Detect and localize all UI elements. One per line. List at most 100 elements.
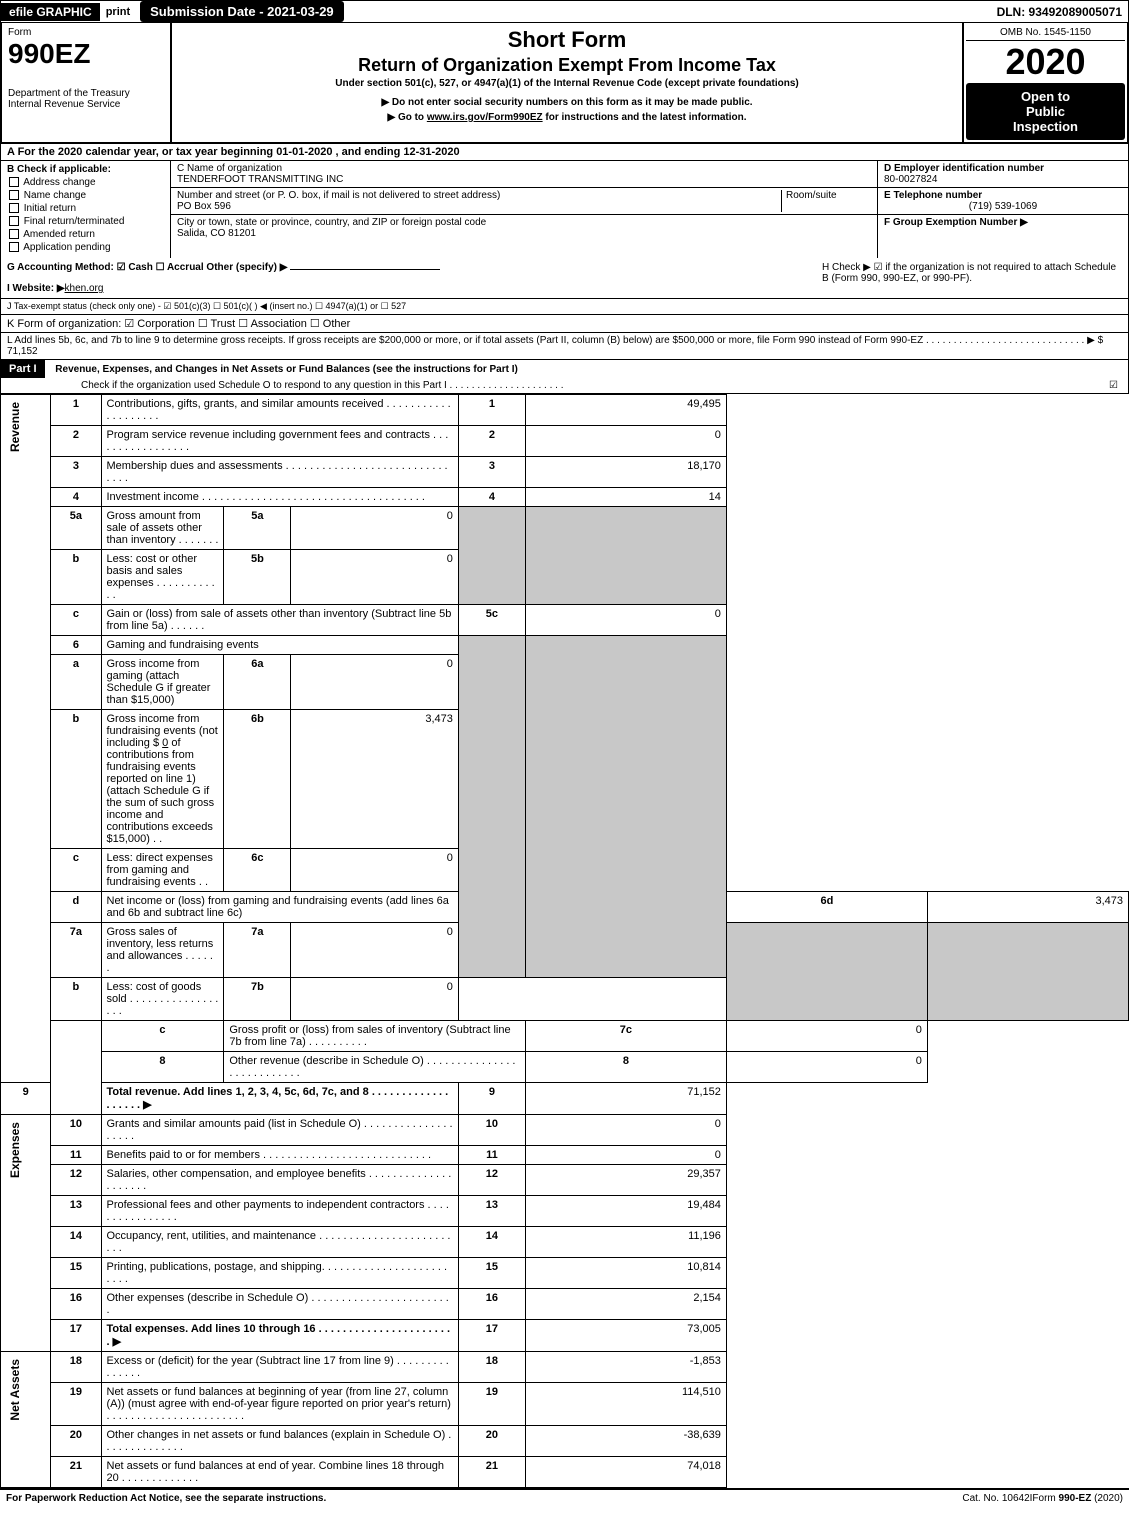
open3: Inspection (970, 119, 1121, 134)
org-name-block: C Name of organization TENDERFOOT TRANSM… (171, 161, 877, 188)
line-12: 12Salaries, other compensation, and empl… (1, 1165, 1129, 1196)
l-row: L Add lines 5b, 6c, and 7b to line 9 to … (0, 333, 1129, 360)
phone: (719) 539-1069 (884, 201, 1122, 212)
side-expenses: Expenses (1, 1115, 51, 1352)
line-13: 13Professional fees and other payments t… (1, 1196, 1129, 1227)
part1-checkmark: ☑ (1109, 380, 1118, 391)
line-4: 4Investment income . . . . . . . . . . .… (1, 488, 1129, 507)
e-block: E Telephone number (719) 539-1069 (878, 188, 1128, 215)
addr-block: Number and street (or P. O. box, if mail… (171, 188, 877, 215)
line-7c: cGross profit or (loss) from sales of in… (1, 1021, 1129, 1052)
d-block: D Employer identification number 80-0027… (878, 161, 1128, 188)
h-text: H Check ▶ ☑ if the organization is not r… (822, 262, 1122, 284)
part1-label: Part I (1, 360, 45, 378)
line-21: 21Net assets or fund balances at end of … (1, 1457, 1129, 1488)
addr-label: Number and street (or P. O. box, if mail… (177, 190, 781, 201)
b-heading: B Check if applicable: (7, 164, 164, 175)
line-1: Revenue 1Contributions, gifts, grants, a… (1, 395, 1129, 426)
col-de: D Employer identification number 80-0027… (878, 161, 1128, 258)
chk-address-change[interactable]: Address change (7, 177, 164, 188)
line-5c: cGain or (loss) from sale of assets othe… (1, 605, 1129, 636)
info-row: B Check if applicable: Address change Na… (0, 161, 1129, 258)
line-9: 9Total revenue. Add lines 1, 2, 3, 4, 5c… (1, 1083, 1129, 1115)
side-revenue: Revenue (1, 395, 51, 1083)
line-5a: 5aGross amount from sale of assets other… (1, 507, 1129, 550)
f-block: F Group Exemption Number ▶ (878, 215, 1128, 230)
efile-button[interactable]: efile GRAPHIC (1, 3, 100, 21)
form-header: Form 990EZ Department of the Treasury In… (0, 23, 1129, 144)
ein: 80-0027824 (884, 174, 1122, 185)
line-3: 3Membership dues and assessments . . . .… (1, 457, 1129, 488)
part1-check-row: Check if the organization used Schedule … (1, 378, 1128, 393)
open1: Open to (970, 89, 1121, 104)
footer-left: For Paperwork Reduction Act Notice, see … (6, 1493, 962, 1504)
city-block: City or town, state or province, country… (171, 215, 877, 241)
col-c: C Name of organization TENDERFOOT TRANSM… (171, 161, 878, 258)
footer: For Paperwork Reduction Act Notice, see … (0, 1488, 1129, 1507)
title-return: Return of Organization Exempt From Incom… (180, 55, 954, 76)
g-accounting: G Accounting Method: ☑ Cash ☐ Accrual Ot… (7, 262, 822, 273)
note-link-row: ▶ Go to www.irs.gov/Form990EZ for instru… (180, 112, 954, 123)
h-block: H Check ▶ ☑ if the organization is not r… (822, 262, 1122, 294)
e-label: E Telephone number (884, 190, 1122, 201)
footer-center: Cat. No. 10642I (962, 1493, 1032, 1504)
i-label: I Website: ▶ (7, 283, 65, 294)
side-netassets: Net Assets (1, 1352, 51, 1488)
line-19: 19Net assets or fund balances at beginni… (1, 1383, 1129, 1426)
j-row: J Tax-exempt status (check only one) - ☑… (0, 299, 1129, 315)
header-center: Short Form Return of Organization Exempt… (172, 23, 962, 142)
room-label: Room/suite (781, 190, 871, 212)
part1-check-line: Check if the organization used Schedule … (81, 380, 563, 391)
header-left: Form 990EZ Department of the Treasury In… (2, 23, 172, 142)
dept-treasury: Department of the Treasury (8, 88, 164, 99)
dept-irs: Internal Revenue Service (8, 99, 164, 110)
dln: DLN: 93492089005071 (991, 3, 1128, 21)
line-2: 2Program service revenue including gover… (1, 426, 1129, 457)
org-name: TENDERFOOT TRANSMITTING INC (177, 174, 871, 185)
chk-amended[interactable]: Amended return (7, 229, 164, 240)
chk-name-change[interactable]: Name change (7, 190, 164, 201)
line-6: 6Gaming and fundraising events (1, 636, 1129, 655)
k-row: K Form of organization: ☑ Corporation ☐ … (0, 315, 1129, 333)
omb: OMB No. 1545-1150 (966, 25, 1125, 41)
d-label: D Employer identification number (884, 163, 1122, 174)
city: Salida, CO 81201 (177, 228, 871, 239)
section-a: A For the 2020 calendar year, or tax yea… (0, 144, 1129, 161)
chk-pending[interactable]: Application pending (7, 242, 164, 253)
part1-title: Revenue, Expenses, and Changes in Net As… (47, 364, 518, 375)
i-website-row: I Website: ▶khen.org (7, 283, 822, 294)
c-label: C Name of organization (177, 163, 871, 174)
line-18: Net Assets 18Excess or (deficit) for the… (1, 1352, 1129, 1383)
gh-row: G Accounting Method: ☑ Cash ☐ Accrual Ot… (0, 258, 1129, 299)
chk-final-return[interactable]: Final return/terminated (7, 216, 164, 227)
open2: Public (970, 104, 1121, 119)
gh-left: G Accounting Method: ☑ Cash ☐ Accrual Ot… (7, 262, 822, 294)
note2-pre: ▶ Go to (387, 112, 426, 123)
chk-initial-return[interactable]: Initial return (7, 203, 164, 214)
line-10: Expenses 10Grants and similar amounts pa… (1, 1115, 1129, 1146)
line-14: 14Occupancy, rent, utilities, and mainte… (1, 1227, 1129, 1258)
footer-right: Form 990-EZ (2020) (1032, 1493, 1123, 1504)
subtitle: Under section 501(c), 527, or 4947(a)(1)… (180, 78, 954, 89)
col-b: B Check if applicable: Address change Na… (1, 161, 171, 258)
line-15: 15Printing, publications, postage, and s… (1, 1258, 1129, 1289)
open-public-box: Open to Public Inspection (966, 83, 1125, 140)
form-word: Form (8, 27, 164, 38)
title-short-form: Short Form (180, 27, 954, 53)
f-label: F Group Exemption Number ▶ (884, 217, 1122, 228)
note-ssn: ▶ Do not enter social security numbers o… (180, 97, 954, 108)
form-number: 990EZ (8, 38, 164, 70)
submission-date: Submission Date - 2021-03-29 (140, 1, 344, 22)
note2-post: for instructions and the latest informat… (543, 112, 747, 123)
city-label: City or town, state or province, country… (177, 217, 871, 228)
line-8: 8Other revenue (describe in Schedule O) … (1, 1052, 1129, 1083)
website-link[interactable]: khen.org (65, 283, 104, 294)
print-button[interactable]: print (100, 4, 136, 20)
line-16: 16Other expenses (describe in Schedule O… (1, 1289, 1129, 1320)
irs-link[interactable]: www.irs.gov/Form990EZ (427, 112, 543, 123)
addr: PO Box 596 (177, 201, 781, 212)
tax-year: 2020 (966, 41, 1125, 83)
lines-table: Revenue 1Contributions, gifts, grants, a… (0, 394, 1129, 1488)
top-bar: efile GRAPHIC print Submission Date - 20… (0, 0, 1129, 23)
line-17: 17Total expenses. Add lines 10 through 1… (1, 1320, 1129, 1352)
